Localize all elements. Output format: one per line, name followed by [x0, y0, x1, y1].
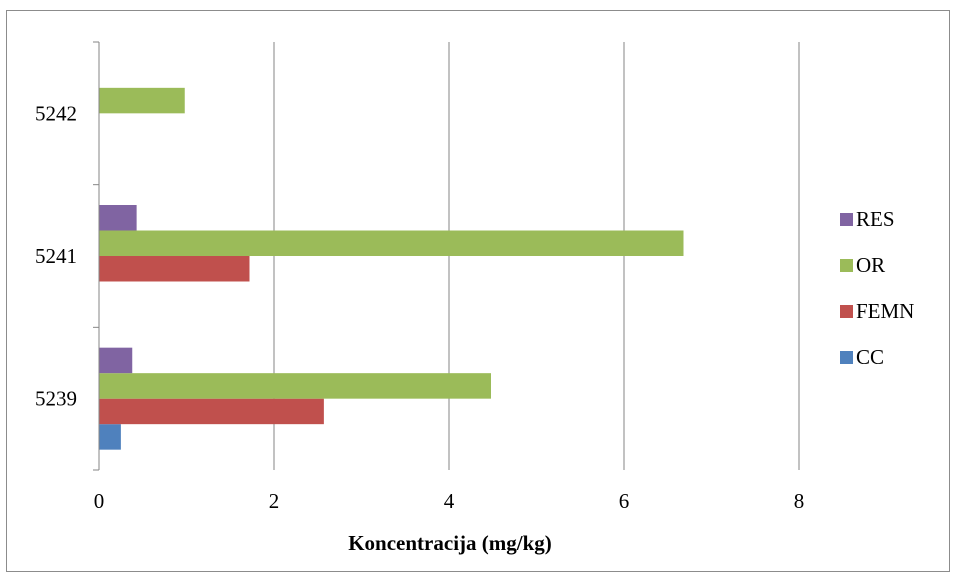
x-axis-label: Koncentracija (mg/kg): [348, 531, 552, 555]
legend-swatch-femn: [840, 305, 853, 318]
y-tick-labels: 5239 5241 5242: [35, 101, 77, 410]
bar-res-5239: [99, 347, 133, 374]
bar-or-5241: [99, 230, 684, 256]
x-tick-label: 0: [94, 489, 105, 513]
x-tick-label: 6: [619, 489, 630, 513]
bar-cc-5239: [99, 424, 121, 450]
legend: RES OR FEMN CC: [840, 207, 914, 369]
legend-label-or: OR: [856, 253, 885, 277]
legend-swatch-or: [840, 259, 853, 272]
x-tick-labels: 0 2 4 6 8: [94, 489, 805, 513]
axes: [93, 41, 100, 471]
bar-femn-5239: [99, 398, 324, 425]
x-tick-label: 4: [444, 489, 455, 513]
legend-label-res: RES: [856, 207, 895, 231]
bar-or-5239: [99, 373, 491, 399]
y-tick-label: 5241: [35, 244, 77, 268]
legend-swatch-cc: [840, 351, 853, 364]
x-tick-label: 8: [794, 489, 805, 513]
legend-swatch-res: [840, 213, 853, 226]
legend-label-cc: CC: [856, 345, 884, 369]
bar-femn-5241: [99, 256, 250, 282]
bar-res-5241: [99, 205, 137, 231]
y-tick-label: 5239: [35, 387, 77, 411]
y-tick-label: 5242: [35, 101, 77, 125]
legend-label-femn: FEMN: [856, 299, 914, 323]
bar-or-5242: [99, 87, 185, 114]
bars: [99, 87, 684, 450]
x-tick-label: 2: [269, 489, 280, 513]
